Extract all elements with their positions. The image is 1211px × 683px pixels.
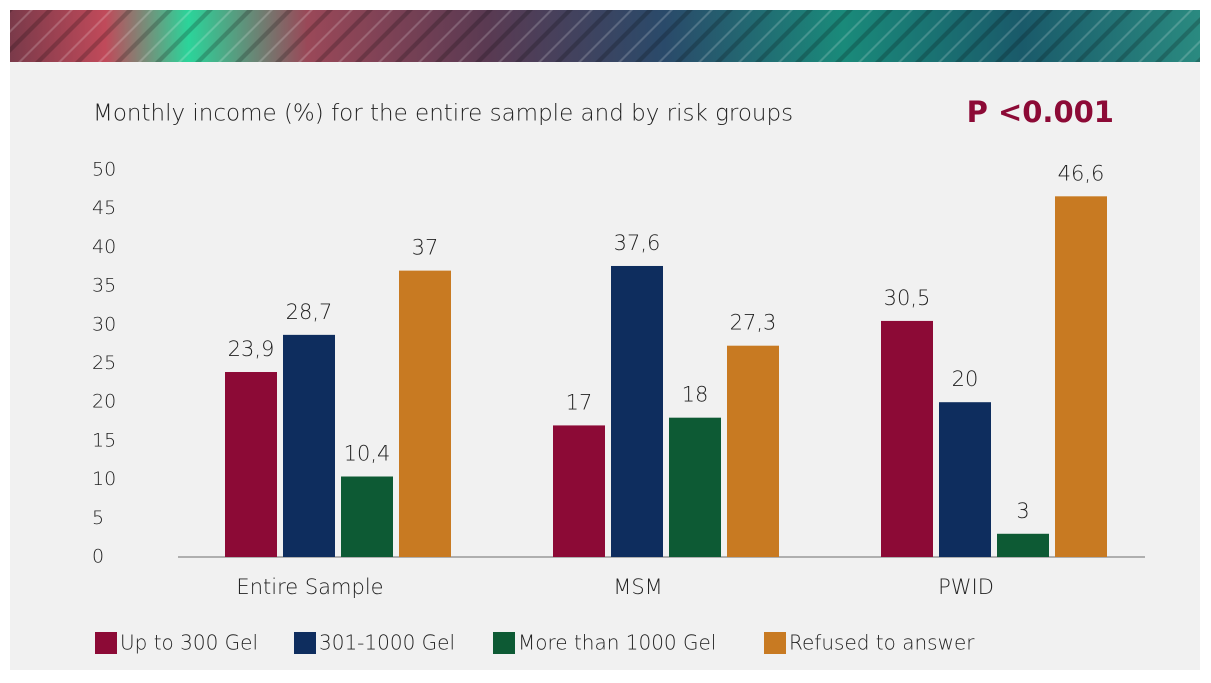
p-value: P <0.001 [967,95,1114,129]
value-label: 37,6 [614,231,661,255]
bar [727,345,779,557]
bar [611,265,663,557]
legend-label: Up to 300 Gel [120,631,258,655]
x-tick-label: PWID [938,575,994,599]
legend-swatch [493,632,515,654]
legend-label: 301-1000 Gel [319,631,455,655]
y-tick-label: 45 [92,197,116,219]
y-tick-label: 30 [92,313,116,335]
value-label: 30,5 [884,286,931,310]
y-tick-label: 5 [92,507,104,529]
legend-swatch [764,632,786,654]
bar [1055,196,1107,558]
legend-swatch [95,632,117,654]
value-label: 17 [566,390,593,414]
legend-swatch [294,632,316,654]
banner-texture [10,10,1200,62]
bar [939,402,991,557]
y-tick-label: 15 [92,429,116,451]
value-label: 37 [412,236,439,260]
bar [341,476,393,557]
y-tick-label: 10 [92,468,116,490]
value-label: 3 [1016,499,1029,523]
bar [553,425,605,557]
value-label: 46,6 [1058,161,1105,185]
y-tick-label: 25 [92,352,116,374]
bar [881,320,933,557]
y-tick-label: 0 [92,546,104,568]
legend-label: More than 1000 Gel [518,631,716,655]
legend-label: Refused to answer [789,631,975,655]
value-label: 20 [952,367,979,391]
bar [283,334,335,557]
value-label: 23,9 [228,337,275,361]
x-tick-label: Entire Sample [236,575,383,599]
bar [225,372,277,557]
value-label: 28,7 [286,300,333,324]
panel [10,10,1200,670]
bar [669,417,721,557]
y-tick-label: 40 [92,236,116,258]
bar [399,270,451,557]
chart-title: Monthly income (%) for the entire sample… [93,101,793,127]
y-tick-label: 20 [92,391,116,413]
value-label: 10,4 [344,442,391,466]
bar [997,533,1049,557]
y-tick-label: 35 [92,275,116,297]
value-label: 27,3 [730,311,777,335]
y-tick-label: 50 [92,159,116,181]
value-label: 18 [682,383,709,407]
x-tick-label: MSM [613,575,663,599]
